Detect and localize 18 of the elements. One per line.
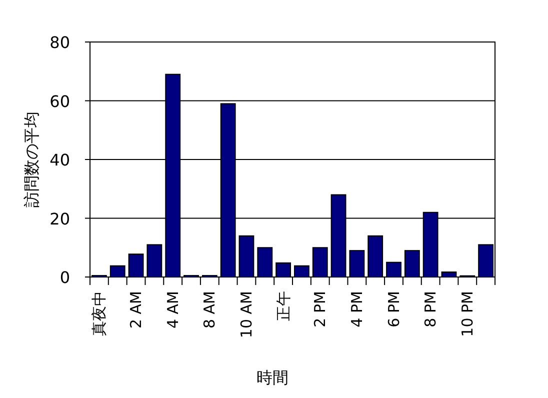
x-tick-label: 10 PM — [458, 291, 476, 337]
y-axis-title: 訪問数の平均 — [22, 112, 41, 208]
x-tick-label: 10 AM — [237, 291, 256, 338]
x-tick-label: 8 AM — [200, 291, 219, 329]
x-tick-label: 4 PM — [348, 291, 366, 328]
y-tick-label: 40 — [50, 150, 70, 170]
x-tick-label: 4 AM — [164, 291, 182, 329]
y-tick-label: 20 — [50, 209, 70, 228]
x-tick-label: 真夜中 — [90, 291, 108, 336]
x-tick-label: 2 AM — [127, 291, 146, 329]
x-tick-label: 2 PM — [311, 291, 330, 328]
y-tick-label: 60 — [50, 92, 70, 111]
x-tick-label: 正午 — [274, 291, 292, 321]
x-tick-label: 8 PM — [422, 291, 440, 328]
y-tick-label: 80 — [50, 33, 70, 52]
y-tick-label: 0 — [60, 268, 70, 287]
x-axis-title: 時間 — [256, 368, 288, 387]
x-tick-label: 6 PM — [384, 291, 403, 328]
